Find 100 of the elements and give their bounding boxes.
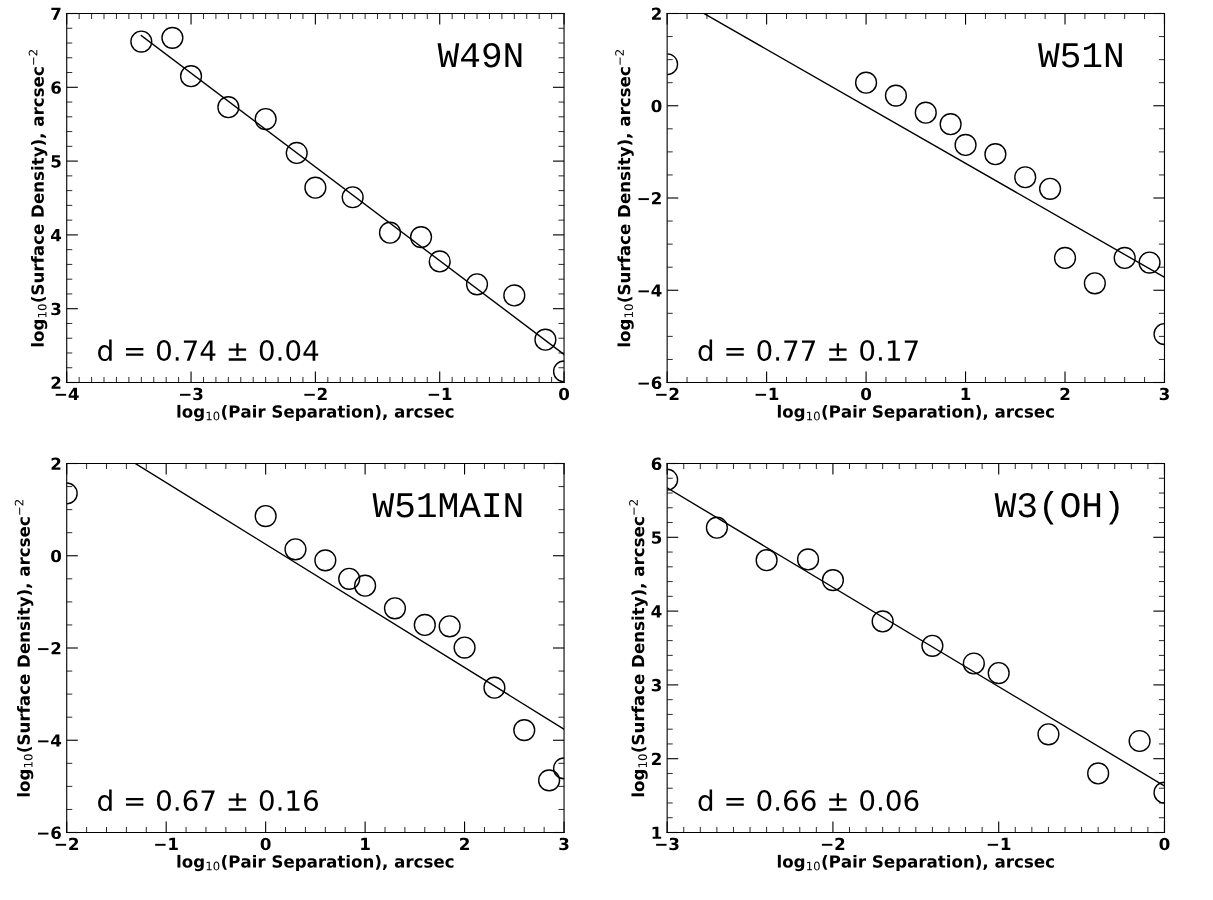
x-axis-title: log$_{10}$(Pair Separation), arcsec — [777, 854, 1054, 872]
point — [483, 676, 506, 699]
point — [503, 284, 526, 307]
y-tick-label: 2 — [652, 7, 661, 20]
point — [1014, 166, 1037, 189]
y-tick-label: 5 — [51, 155, 61, 168]
y-tick-label: 5 — [651, 531, 662, 544]
y-tick-label: 6 — [51, 81, 61, 94]
point — [428, 250, 451, 273]
point — [954, 133, 977, 157]
point — [284, 538, 307, 561]
point — [179, 65, 203, 88]
point — [1053, 246, 1077, 270]
point — [383, 597, 407, 620]
annotation: d = 0.74 ± 0.04 — [98, 339, 319, 362]
text: W51MAIN — [372, 493, 522, 518]
y-tick-label: −2 — [38, 641, 61, 655]
x-axis-title: log$_{10}$(Pair Separation), arcsec — [177, 404, 454, 422]
x-tick-label: 0 — [559, 387, 570, 401]
x-tick-label: 1 — [961, 387, 971, 401]
y-tick-label: 2 — [51, 376, 61, 389]
y-tick-label: 2 — [51, 457, 61, 470]
x-tick-label: −2 — [304, 387, 327, 401]
point — [854, 71, 878, 94]
point — [796, 548, 820, 571]
point — [409, 226, 433, 249]
point — [939, 113, 962, 136]
y-axis-title: log$_{10}$(Surface Density), arcsec$^{−2}$ — [14, 500, 34, 797]
point — [914, 101, 937, 124]
point — [130, 30, 153, 53]
annotation: d = 0.66 ± 0.06 — [698, 789, 919, 812]
x-tick-label: 2 — [1060, 387, 1070, 401]
point — [705, 516, 728, 539]
point — [1038, 177, 1062, 200]
point — [304, 176, 327, 199]
x-axis-title: log$_{10}$(Pair Separation), arcsec — [777, 404, 1054, 422]
point — [538, 769, 561, 792]
y-tick-label: −2 — [638, 191, 661, 205]
point — [921, 634, 944, 657]
text: W51N — [1038, 43, 1122, 68]
x-tick-label: −1 — [428, 387, 452, 401]
x-tick-label: 0 — [861, 387, 872, 401]
point — [984, 143, 1007, 166]
x-tick-label: 0 — [260, 837, 271, 851]
point — [1138, 251, 1161, 274]
point — [1087, 762, 1110, 785]
y-tick-label: 1 — [652, 826, 662, 839]
point — [1128, 729, 1151, 753]
y-tick-label: −4 — [38, 734, 62, 747]
point — [1037, 723, 1060, 746]
point — [341, 186, 364, 209]
y-tick-label: −6 — [638, 376, 662, 390]
y-tick-label: −6 — [38, 826, 61, 840]
point — [354, 574, 377, 597]
x-tick-label: −1 — [755, 387, 779, 401]
point — [987, 661, 1010, 685]
x-tick-label: 3 — [559, 837, 569, 851]
x-tick-label: −3 — [656, 837, 679, 851]
point — [254, 504, 277, 528]
point — [1113, 246, 1136, 270]
text: W3(OH) — [994, 490, 1119, 525]
y-tick-label: 4 — [651, 605, 662, 618]
x-tick-label: −1 — [987, 837, 1011, 851]
text: W49N — [437, 42, 522, 68]
point — [378, 221, 402, 244]
point — [161, 26, 184, 49]
x-tick-label: −1 — [155, 837, 178, 851]
y-tick-label: 3 — [651, 678, 661, 692]
x-tick-label: 2 — [460, 837, 469, 851]
point — [254, 107, 277, 131]
y-tick-label: 0 — [651, 99, 662, 113]
annotation: d = 0.77 ± 0.17 — [698, 339, 918, 362]
point — [217, 96, 240, 119]
x-axis-title: log$_{10}$(Pair Separation), arcsec — [177, 854, 454, 872]
y-tick-label: −4 — [638, 284, 662, 297]
point — [534, 328, 557, 351]
y-tick-label: 6 — [651, 457, 662, 471]
y-axis-title: log$_{10}$(Surface Density), arcsec$^{−2}$ — [629, 500, 648, 797]
y-tick-label: 4 — [51, 229, 62, 242]
point — [285, 141, 308, 165]
point — [438, 615, 461, 638]
point — [413, 613, 436, 637]
x-tick-label: −2 — [821, 837, 845, 851]
x-tick-label: 1 — [361, 837, 370, 851]
point — [755, 549, 778, 572]
point — [962, 652, 985, 675]
x-tick-label: 0 — [1159, 837, 1170, 851]
y-tick-label: 7 — [51, 7, 61, 20]
point — [338, 567, 361, 590]
point — [453, 636, 476, 659]
annotation: d = 0.67 ± 0.16 — [98, 789, 319, 812]
point — [871, 610, 894, 633]
y-tick-label: 2 — [652, 752, 661, 766]
y-axis-title: log$_{10}$(Surface Density), arcsec$^{−2}$ — [28, 50, 48, 347]
x-tick-label: 3 — [1159, 387, 1169, 401]
y-tick-label: 3 — [51, 302, 61, 316]
point — [513, 718, 536, 742]
point — [884, 84, 908, 107]
y-axis-title: log$_{10}$(Surface Density), arcsec$^{−2}$ — [615, 50, 634, 347]
point — [821, 568, 845, 592]
